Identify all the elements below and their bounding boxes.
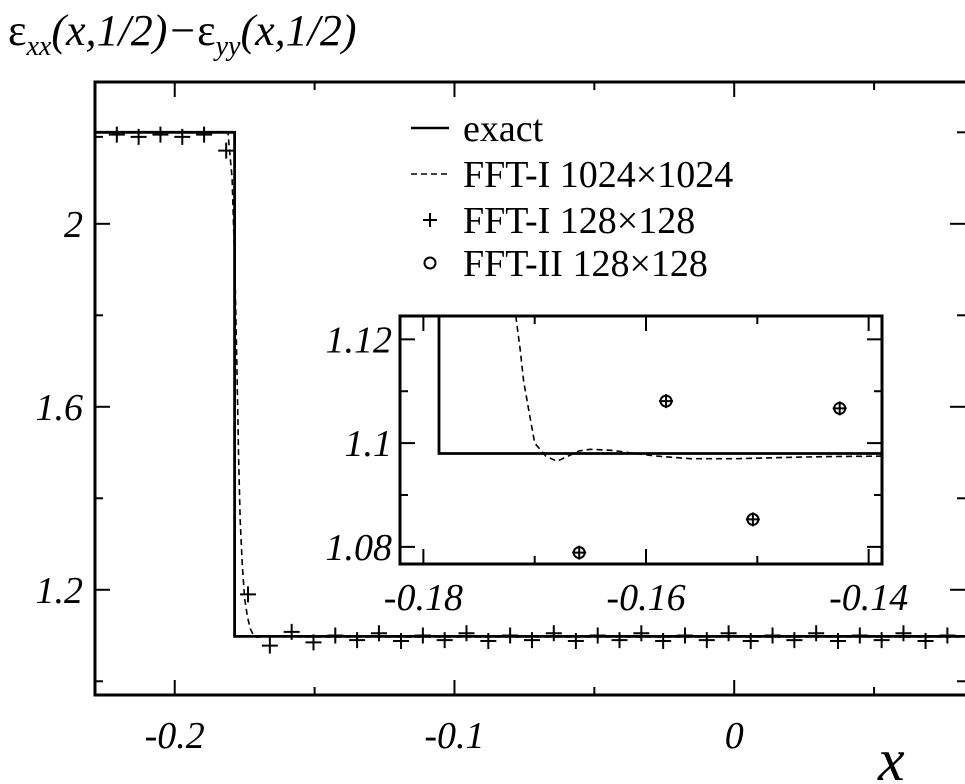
inset-y-tick-label: 1.1 — [345, 423, 393, 465]
main-fft-i-128-128-point — [196, 127, 212, 143]
legend-fft1-128-label: FFT-I 128×128 — [463, 200, 695, 242]
main-fft-i-128-128-point — [874, 632, 890, 648]
main-fft-i-128-128-point — [721, 625, 737, 641]
main-fft-i-128-128-point — [786, 632, 802, 648]
inset-x-tick-label: -0.16 — [606, 577, 685, 619]
main-fft-i-128-128-point — [437, 632, 453, 648]
legend-fft2-128-label: FFT-II 128×128 — [463, 243, 708, 285]
legend-fft2-128-marker — [425, 258, 436, 269]
main-fft-i-128-128-point — [590, 628, 606, 644]
legend-fft1-1024-label: FFT-I 1024×1024 — [463, 154, 733, 196]
x-axis-title: x — [877, 727, 905, 784]
inset-background — [400, 316, 882, 564]
main-x-tick-label: -0.2 — [145, 715, 205, 757]
y-title-eps1: ε — [8, 6, 26, 55]
y-axis-title: εxx(x,1/2)−εyy(x,1/2) — [8, 6, 357, 62]
main-fft-i-128-128-point — [109, 127, 125, 143]
y-title-eps2: ε — [197, 6, 215, 55]
main-x-tick-label: 0 — [725, 715, 744, 757]
main-fft-i-128-128-point — [371, 625, 387, 641]
main-fft-i-128-128-point — [765, 628, 781, 644]
main-fft-i-128-128-point — [852, 628, 868, 644]
main-y-tick-label: 2 — [64, 204, 83, 246]
main-fft-i-128-128-point — [612, 632, 628, 648]
main-y-tick-label: 1.6 — [36, 387, 84, 429]
main-fft-i-128-128-point — [327, 628, 343, 644]
inset-x-tick-label: -0.18 — [384, 577, 463, 619]
main-fft-i-128-128-point — [895, 625, 911, 641]
main-fft-i-128-128-point — [677, 628, 693, 644]
main-fft-i-128-128-point — [546, 625, 562, 641]
main-fft-i-128-128-point — [152, 127, 168, 143]
main-fft-i-128-128-point — [502, 628, 518, 644]
main-fft-i-128-128-point — [458, 625, 474, 641]
legend-fft1-128-marker — [423, 213, 437, 227]
main-fft-i-128-128-point — [524, 632, 540, 648]
main-fft-i-128-128-point — [808, 625, 824, 641]
inset-y-tick-label: 1.12 — [326, 319, 393, 361]
main-x-tick-label: -0.1 — [424, 715, 484, 757]
main-fft-i-128-128-point — [415, 628, 431, 644]
y-title-sub1: xx — [25, 31, 51, 62]
main-fft-i-128-128-point — [633, 625, 649, 641]
y-title-mid: (x,1/2)− — [51, 6, 197, 55]
main-fft-i-128-128-point — [939, 628, 955, 644]
main-y-tick-label: 1.2 — [36, 570, 84, 612]
inset-x-tick-label: -0.14 — [829, 577, 908, 619]
legend-exact-label: exact — [463, 108, 544, 150]
main-fft-i-128-128-point — [262, 638, 278, 654]
legend: exact FFT-I 1024×1024 FFT-I 128×128 FFT-… — [411, 108, 733, 285]
main-fft-i-128-128-point — [349, 632, 365, 648]
inset-y-tick-label: 1.08 — [326, 527, 393, 569]
inset-plot: -0.18 -0.16 -0.14 1.08 1.1 1.12 — [326, 316, 909, 619]
main-fft-i-128-128-point — [218, 143, 234, 159]
main-fft-i-128-128-point — [699, 632, 715, 648]
y-title-sub2: yy — [213, 31, 241, 62]
main-fft-i-128-128-point — [240, 586, 256, 602]
y-title-end: (x,1/2) — [240, 6, 356, 55]
